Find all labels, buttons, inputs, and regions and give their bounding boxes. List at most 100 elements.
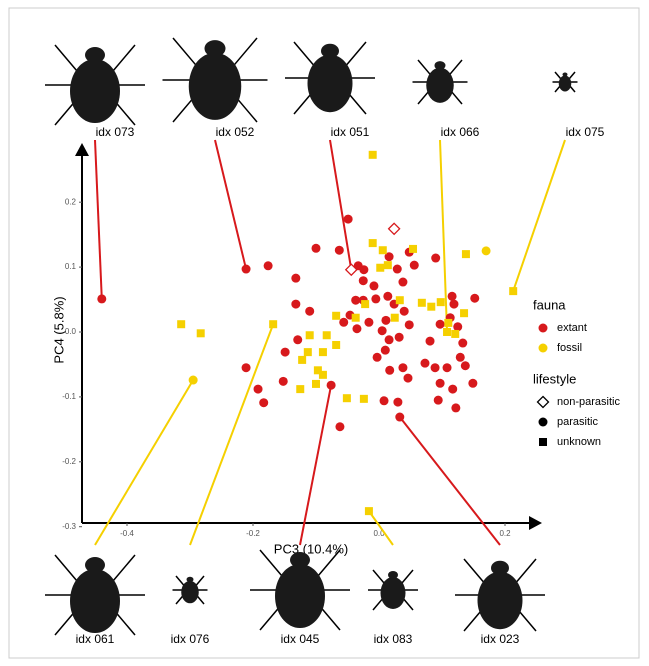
point [312, 244, 321, 253]
point [291, 274, 300, 283]
annotated-point [327, 381, 336, 390]
silhouette-head [85, 557, 105, 573]
silhouette-body [426, 68, 454, 103]
point [296, 385, 304, 393]
silhouette-head [491, 561, 509, 575]
silhouette [163, 38, 268, 122]
legend-label: parasitic [557, 416, 598, 428]
silhouette-leg [373, 570, 384, 583]
point [281, 348, 290, 357]
annotation-label: idx 023 [481, 632, 520, 646]
legend-title: lifestyle [533, 371, 576, 386]
annotation-label: idx 051 [331, 125, 370, 139]
point [409, 245, 417, 253]
point [352, 324, 361, 333]
annotation-line [300, 385, 331, 545]
silhouette-body [308, 55, 353, 113]
point [389, 223, 400, 234]
chart: PC3 (10.4%) PC4 (5.8%) -0.4-0.20.00.20.2… [0, 0, 649, 666]
silhouette-head [435, 61, 446, 70]
point [359, 265, 368, 274]
silhouette-head [321, 44, 339, 58]
point [458, 339, 467, 348]
silhouette-leg [234, 38, 257, 65]
point [177, 320, 185, 328]
y-tick-label: -0.2 [62, 457, 76, 466]
point [359, 276, 368, 285]
point [460, 309, 468, 317]
silhouette-leg [113, 555, 135, 581]
silhouette-leg [196, 576, 204, 585]
silhouette-leg [464, 559, 484, 582]
y-tick-label: 0.1 [65, 262, 77, 271]
point [431, 254, 440, 263]
point [385, 366, 394, 375]
annotation-line [190, 324, 273, 545]
point [437, 298, 445, 306]
x-axis-arrow [529, 516, 542, 530]
silhouette-head [290, 552, 310, 568]
annotated-point [189, 376, 198, 385]
point [332, 312, 340, 320]
point [332, 341, 340, 349]
point [436, 320, 445, 329]
silhouette [285, 42, 375, 114]
y-tick-label: -0.3 [62, 522, 76, 531]
annotation-label: idx 052 [216, 125, 255, 139]
point [323, 331, 331, 339]
point [426, 337, 435, 346]
point [381, 346, 390, 355]
point [434, 396, 443, 405]
legend-key [538, 397, 549, 408]
point [364, 318, 373, 327]
annotation-line [369, 511, 393, 545]
point [369, 281, 378, 290]
point [448, 292, 457, 301]
point [369, 239, 377, 247]
point [431, 363, 440, 372]
point [456, 353, 465, 362]
silhouette-leg [55, 45, 77, 71]
silhouette-body [70, 569, 120, 633]
point [371, 294, 380, 303]
point [482, 246, 491, 255]
silhouette [45, 45, 145, 125]
annotated-point [269, 320, 277, 328]
silhouette [413, 60, 468, 104]
silhouette-leg [402, 570, 413, 583]
silhouette-body [275, 564, 325, 628]
silhouette-leg [570, 72, 576, 79]
point [304, 348, 312, 356]
point [461, 361, 470, 370]
annotation-label: idx 045 [281, 632, 320, 646]
silhouette-head [85, 47, 105, 63]
legend-key [539, 418, 548, 427]
point [398, 278, 407, 287]
silhouette-leg [294, 42, 314, 65]
point [443, 363, 452, 372]
y-tick-label: 0.0 [65, 327, 77, 336]
y-tick-label: -0.1 [62, 392, 76, 401]
point [305, 307, 314, 316]
page: {"chart_data": {"type": "scatter", "xlab… [0, 0, 649, 666]
annotated-point [395, 413, 404, 422]
point [383, 292, 392, 301]
silhouette-leg [346, 42, 366, 65]
annotated-point [242, 265, 251, 274]
annotation-line [95, 140, 102, 299]
silhouette-leg [176, 576, 184, 585]
point [403, 374, 412, 383]
annotation-label: idx 066 [441, 125, 480, 139]
silhouette-body [70, 59, 120, 123]
annotation-line [513, 140, 565, 291]
annotation-label: idx 075 [566, 125, 605, 139]
point [405, 320, 414, 329]
annotation-line [400, 417, 500, 545]
silhouette [250, 550, 350, 630]
annotated-point [97, 294, 106, 303]
annotation-line [95, 380, 193, 545]
point [420, 359, 429, 368]
point [449, 300, 458, 309]
silhouette-head [388, 571, 398, 579]
silhouette-head [563, 73, 568, 77]
